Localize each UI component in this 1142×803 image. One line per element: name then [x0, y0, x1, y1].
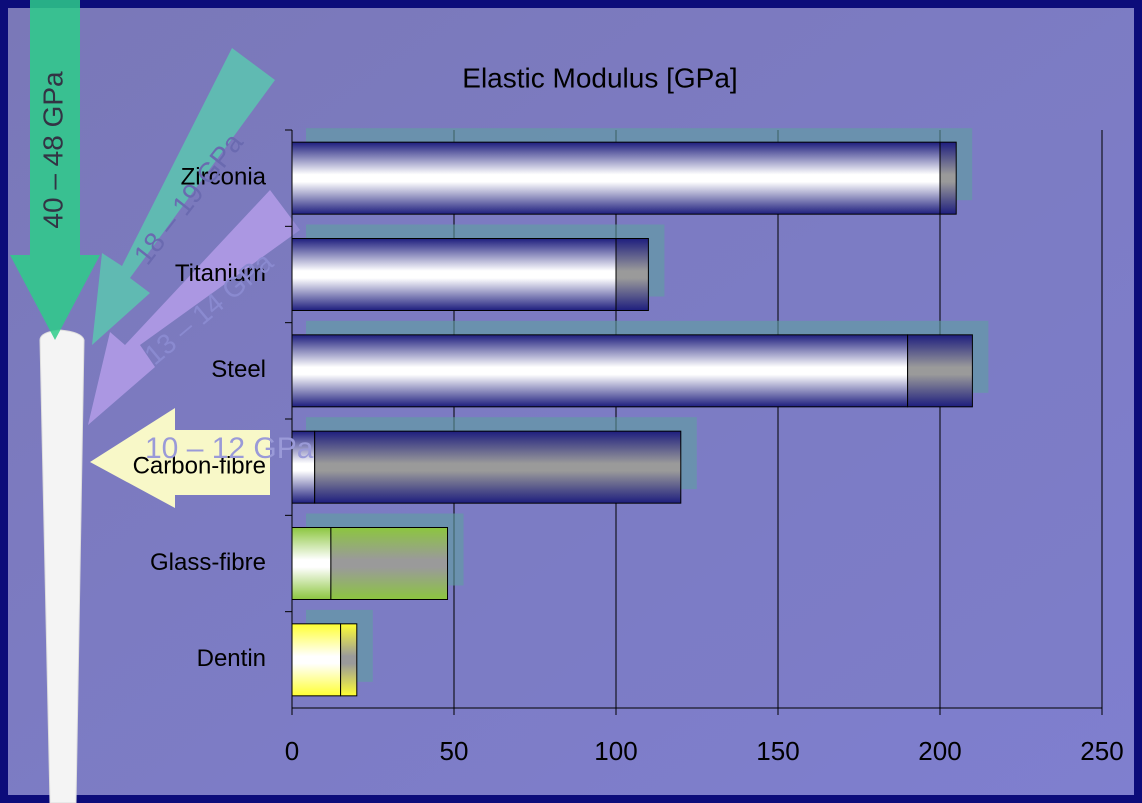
chart-title: Elastic Modulus [GPa]	[462, 62, 737, 93]
y-tick-label: Steel	[211, 356, 266, 383]
annotation: 10 – 12 GPa	[145, 432, 314, 465]
y-tick-label: Glass-fibre	[150, 549, 266, 576]
bar-segment	[292, 624, 341, 696]
bar-segment	[292, 335, 908, 407]
x-tick-label: 0	[285, 736, 299, 766]
bar-segment	[315, 431, 681, 503]
x-tick-label: 100	[594, 736, 637, 766]
y-tick-label: Dentin	[197, 645, 266, 672]
bar-segment	[908, 335, 973, 407]
bar-segment	[940, 142, 956, 214]
bar-segment	[292, 142, 940, 214]
x-tick-label: 200	[918, 736, 961, 766]
bar-segment	[341, 624, 357, 696]
annotation: 40 – 48 GPa	[37, 71, 68, 229]
bar-segment	[331, 528, 448, 600]
slide: 050100150200250ZirconiaTitaniumSteelCarb…	[0, 0, 1142, 803]
bar-segment	[292, 528, 331, 600]
x-tick-label: 250	[1080, 736, 1123, 766]
bar-segment	[292, 239, 616, 311]
bar-segment	[616, 239, 648, 311]
x-tick-label: 50	[440, 736, 469, 766]
x-tick-label: 150	[756, 736, 799, 766]
